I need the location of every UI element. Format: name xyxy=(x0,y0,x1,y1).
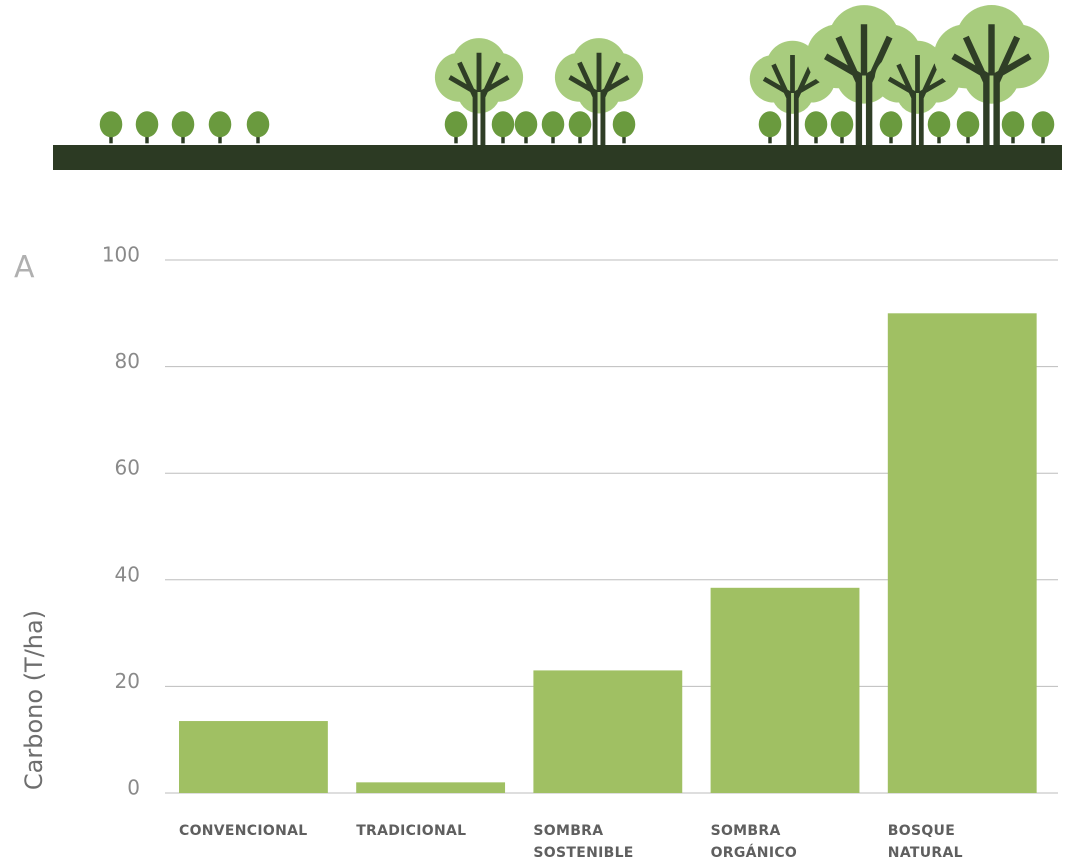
bar xyxy=(356,782,506,793)
illustration xyxy=(53,5,1062,170)
shrub xyxy=(171,111,195,144)
shrub xyxy=(568,111,592,144)
x-tick-label: SOMBRA ORGÁNICO xyxy=(710,823,798,861)
y-tick-label: 100 xyxy=(102,243,140,267)
shrub xyxy=(208,111,232,144)
shrub xyxy=(927,111,951,144)
shrub xyxy=(612,111,636,144)
y-tick-label: 20 xyxy=(115,669,140,693)
shrub xyxy=(491,111,515,144)
y-tick-label: 40 xyxy=(115,562,140,586)
y-tick-label: 60 xyxy=(115,456,140,480)
bar xyxy=(887,313,1037,793)
shrub xyxy=(956,111,980,144)
shrub xyxy=(246,111,270,144)
x-tick-label: BOSQUE NATURAL xyxy=(887,823,963,861)
x-tick-label: CONVENCIONAL xyxy=(179,823,308,839)
shrub xyxy=(99,111,123,144)
panel-label: A xyxy=(14,250,35,285)
bar xyxy=(710,587,860,793)
bar xyxy=(179,721,328,793)
ground xyxy=(53,145,1062,170)
y-axis-title: Carbono (T/ha) xyxy=(20,610,48,790)
shrub xyxy=(1001,111,1025,144)
shrub xyxy=(444,111,468,144)
shrub xyxy=(514,111,538,144)
shrub xyxy=(758,111,782,144)
shrub xyxy=(804,111,828,144)
bar xyxy=(533,670,683,793)
shrub xyxy=(541,111,565,144)
x-tick-label: SOMBRA SOSTENIBLE xyxy=(533,823,634,861)
shrub xyxy=(135,111,159,144)
y-tick-label: 80 xyxy=(115,349,140,373)
shrub xyxy=(879,111,903,144)
x-tick-label: TRADICIONAL xyxy=(356,823,467,839)
shrub xyxy=(1031,111,1055,144)
shrub xyxy=(830,111,854,144)
y-tick-label: 0 xyxy=(127,776,140,800)
